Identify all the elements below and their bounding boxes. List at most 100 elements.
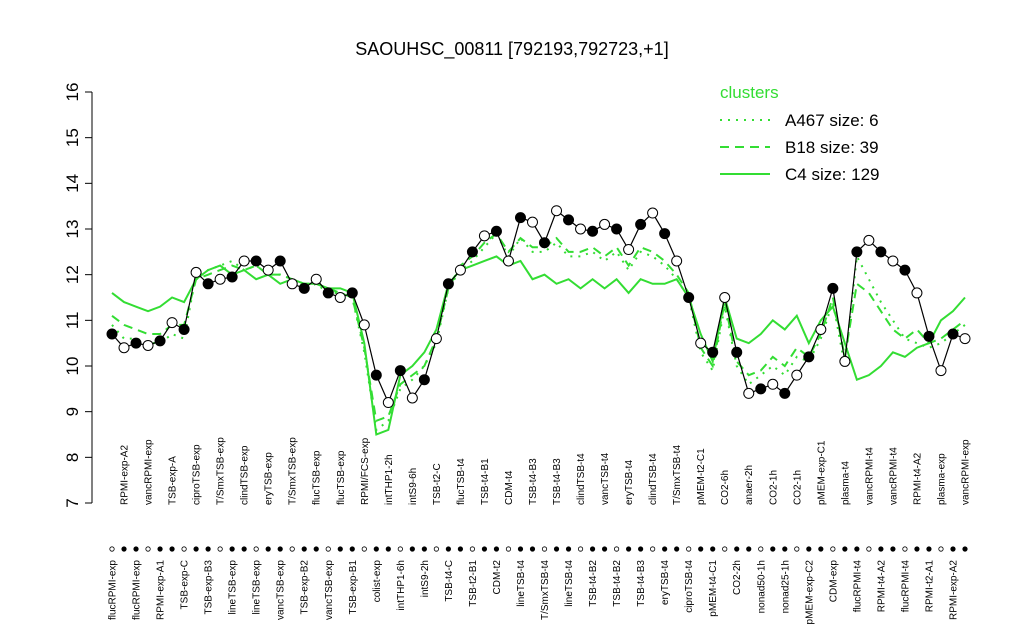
data-point [683, 292, 695, 303]
x-tick-label: vancTSB-t4 [600, 452, 611, 505]
data-point [454, 264, 466, 276]
data-point [310, 273, 322, 285]
x-tick-label: vancRPMI-t4 [888, 447, 899, 505]
category-dot [806, 546, 812, 552]
x-tick-label: CO2-1h [792, 470, 803, 505]
data-point [671, 255, 683, 267]
x-tick-label: T/SmxTSB-exp [288, 437, 299, 505]
category-dot [421, 546, 427, 552]
category-dot [650, 546, 656, 552]
data-point [779, 387, 791, 399]
x-tick-label: flucTSB-exp [312, 450, 323, 505]
data-point [623, 244, 635, 256]
category-dot [926, 546, 932, 552]
category-dot [373, 546, 379, 552]
data-point [190, 266, 202, 278]
category-dot [553, 546, 560, 552]
category-dot [481, 546, 488, 552]
category-dot [205, 546, 211, 552]
x-tick-label: TSB-exp-B2 [300, 560, 311, 615]
data-point [947, 328, 959, 340]
legend-label: A467 size: 6 [785, 111, 879, 130]
x-tick-label: pMEM-t2-C1 [696, 448, 707, 505]
y-tick-label: 9 [63, 407, 82, 416]
x-tick-label: lineTSB-t4 [564, 560, 575, 607]
x-tick-label: lineTSB-exp [228, 560, 239, 615]
x-tick-label: clindTSB-exp [240, 445, 251, 505]
y-tick-label: 13 [63, 220, 82, 239]
category-dot [938, 546, 944, 552]
data-point [959, 333, 971, 345]
category-dot [878, 546, 884, 552]
x-tick-label: RPMI/FCS-exp [360, 437, 371, 505]
x-tick-label: RPMI-exp-A2 [120, 445, 131, 505]
x-tick-label: TSB-exp-B3 [204, 560, 215, 615]
data-point [274, 255, 286, 267]
category-dot [686, 546, 692, 552]
x-tick-label: nonad50-1h [756, 560, 767, 613]
x-tick-label: flucRPMI-exp [132, 560, 143, 620]
x-tick-label: TSB-t4-B3 [636, 560, 647, 607]
x-tick-label: vancRPMI-exp [144, 439, 155, 505]
category-dot [662, 546, 668, 552]
expression-line [111, 209, 966, 405]
category-dot [313, 546, 319, 552]
category-dot [385, 546, 391, 552]
category-dot [698, 546, 704, 552]
x-tick-label: intTHP1-6h [396, 560, 407, 611]
category-dot [589, 546, 596, 552]
category-dot [409, 546, 415, 552]
data-point [238, 255, 250, 267]
data-point [575, 223, 587, 235]
data-point [262, 264, 274, 276]
x-tick-label: plasma-t4 [840, 461, 851, 505]
x-tick-label: TSB-t4-B1 [480, 458, 491, 505]
category-dot [577, 546, 584, 552]
chart-title: SAOUHSC_00811 [792193,792723,+1] [355, 39, 668, 60]
category-dot [493, 546, 500, 552]
category-dot [109, 546, 115, 552]
category-dot [529, 546, 536, 552]
data-point [875, 246, 887, 258]
data-point [863, 234, 875, 246]
category-dot [734, 546, 740, 552]
data-point [695, 337, 707, 349]
x-tick-label: CDM-t2 [492, 560, 503, 595]
data-point [755, 383, 767, 395]
data-point [791, 369, 803, 381]
data-point [599, 218, 611, 230]
x-tick-label: TSB-t2-B1 [468, 560, 479, 607]
category-dot [157, 546, 163, 552]
y-tick-label: 11 [63, 312, 82, 330]
x-tick-label: flucRPMI-t4 [900, 560, 911, 613]
x-tick-label: TSB-t2-C [432, 463, 443, 505]
x-tick-label: pMEM-exp-C1 [816, 440, 827, 505]
x-tick-label: eryTSB-t4 [660, 560, 671, 605]
x-tick-label: clindTSB-t4 [648, 453, 659, 505]
x-tick-label: RPMI-t4-A2 [912, 452, 923, 505]
data-point [526, 216, 538, 228]
data-point [394, 365, 406, 377]
legend-label: B18 size: 39 [785, 138, 879, 157]
data-point [635, 218, 647, 230]
x-tick-label: T/SmxTSB-exp [216, 437, 227, 505]
x-tick-label: TSB-exp-B1 [348, 560, 359, 615]
data-point [587, 225, 599, 237]
data-point [298, 282, 310, 294]
data-point [707, 346, 719, 358]
category-dot [457, 546, 464, 552]
data-point [887, 255, 899, 267]
data-point [214, 273, 226, 285]
x-tick-label: TSB-t4-C [444, 560, 455, 602]
category-dot [626, 546, 632, 552]
x-tick-label: nonad25-1h [780, 560, 791, 613]
category-dot [229, 546, 235, 552]
legend-label: C4 size: 129 [785, 165, 880, 184]
x-tick-label: ciproTSB-exp [192, 444, 203, 505]
category-dot [289, 546, 295, 552]
category-dot [433, 546, 439, 552]
data-point [250, 255, 262, 267]
category-dot [794, 546, 800, 552]
category-dot [601, 546, 608, 552]
data-point [142, 339, 154, 351]
